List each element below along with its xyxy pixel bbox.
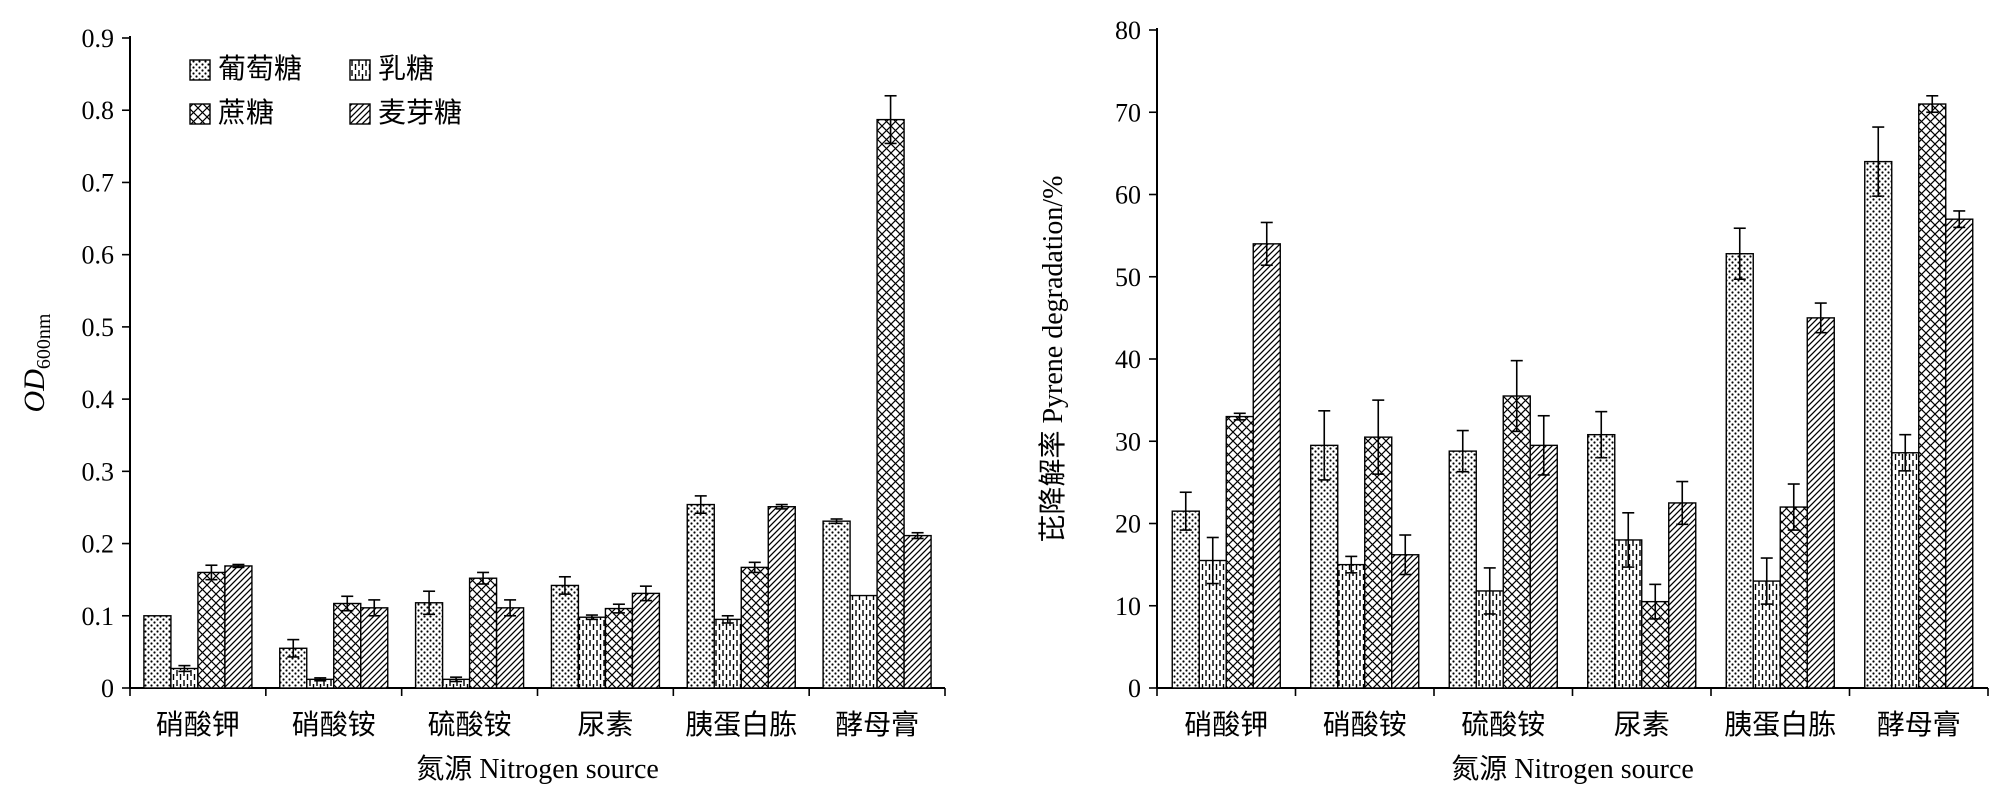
bar [631,592,661,689]
bar [333,602,362,689]
bar [1310,444,1339,689]
bar [143,615,172,689]
bar [849,594,878,689]
bar [1502,395,1531,689]
x-tick-label: 胰蛋白胨 [1724,709,1836,741]
bar [1391,554,1420,689]
y-axis-title: OD600nm [18,313,55,412]
legend-label: 蔗糖 [218,97,274,129]
bar [1779,506,1808,689]
y-tick-label: 0.8 [82,96,115,125]
x-axis-title: 氮源 Nitrogen source [416,753,659,785]
bar [1448,450,1477,689]
x-tick-label: 硝酸铵 [292,709,376,741]
legend-swatch [349,59,371,81]
y-tick-label: 0 [101,674,114,703]
y-tick-label: 30 [1115,427,1141,456]
y-tick-label: 70 [1115,98,1141,127]
x-tick-label: 尿素 [577,709,633,741]
y-tick-label: 10 [1115,592,1141,621]
x-tick-label: 硝酸钾 [1184,709,1268,741]
bar [495,607,525,689]
bar [713,618,742,689]
bar [414,602,444,689]
od-chart: 0 0.1 0.2 0.3 0.4 0.5 0.6 0.7 0.8 0.9 硝酸钾 硝酸铵 硫酸铵 尿素 胰… [18,24,946,785]
y-tick-label: 0.3 [82,457,115,486]
bar [1171,510,1200,689]
bar [1945,218,1974,689]
bar [360,607,389,689]
legend-label: 乳糖 [378,53,434,85]
bar [577,616,607,689]
bar [1225,415,1254,689]
y-tick-label: 0.2 [82,530,115,559]
y-tick-label: 0.9 [82,24,115,53]
legend-label: 麦芽糖 [378,97,462,129]
y-tick-label: 60 [1115,181,1141,210]
y-axis-title: 芘降解率 Pyrene degradation/% [1037,175,1069,542]
bar [686,503,715,689]
y-tick-label: 0.6 [82,241,115,270]
y-tick-label: 0.5 [82,313,115,342]
y-tick-label: 80 [1115,16,1141,45]
legend-swatch [189,59,211,81]
bar [1806,317,1835,689]
legend-swatch [189,103,211,125]
y-tick-label: 50 [1115,263,1141,292]
legend-label: 葡萄糖 [218,53,302,85]
y-tick-label: 0.1 [82,602,115,631]
bar [1587,433,1616,689]
bar [740,566,769,689]
bar [767,506,796,689]
bar [224,565,253,689]
bar [876,118,905,689]
x-tick-label: 硫酸铵 [1461,709,1545,741]
y-tick-label: 0.7 [82,168,115,197]
bar [550,584,580,689]
legend-swatch [349,103,371,125]
x-tick-label: 尿素 [1614,709,1670,741]
x-tick-label: 酵母膏 [835,709,919,741]
bar [1918,103,1947,689]
y-tick-label: 0.4 [82,385,115,414]
bar [604,607,634,689]
y-tick-label: 40 [1115,345,1141,374]
bar [1891,452,1920,689]
x-tick-label: 酵母膏 [1877,709,1961,741]
bar [1725,253,1754,689]
bar [197,571,226,689]
y-tick-label: 20 [1115,510,1141,539]
bar [1364,436,1393,689]
x-axis-title: 氮源 Nitrogen source [1451,753,1694,785]
bar [903,534,932,689]
x-tick-label: 硫酸铵 [428,709,512,741]
bar [1529,444,1558,689]
bar [822,520,851,689]
bar [1752,580,1781,689]
x-tick-label: 硝酸钾 [156,709,240,741]
bar [1337,563,1366,689]
y-tick-label: 0 [1128,674,1141,703]
bar [1252,243,1281,689]
x-tick-label: 硝酸铵 [1323,709,1407,741]
bar [468,577,498,689]
x-tick-label: 胰蛋白胨 [685,709,797,741]
bar [1864,160,1893,689]
bar [1668,502,1697,689]
